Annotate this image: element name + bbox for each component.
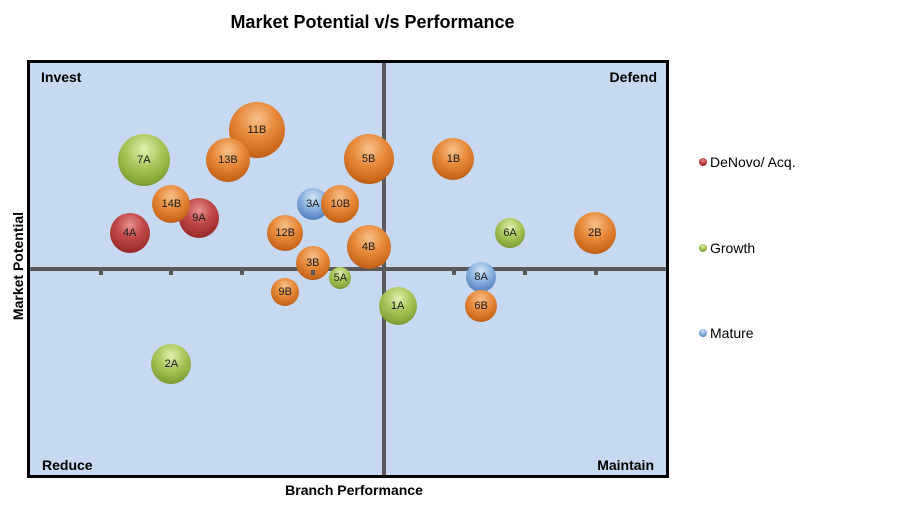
legend-label: Growth	[710, 240, 756, 256]
x-axis-tick	[310, 270, 315, 275]
x-axis-tick	[522, 270, 527, 275]
horizontal-axis-line	[30, 267, 666, 271]
bubble-label: 5B	[361, 153, 376, 166]
bubble-14b[interactable]: 14B	[152, 184, 191, 223]
bubble-label: 3B	[306, 257, 320, 270]
legend-item-growth: Growth	[699, 240, 755, 256]
bubble-12b[interactable]: 12B	[267, 214, 304, 251]
bubble-label: 1B	[446, 153, 461, 166]
legend-item-mature: Mature	[699, 325, 754, 341]
bubble-label: 5A	[333, 272, 348, 285]
legend-marker-icon	[699, 329, 707, 337]
bubble-8a[interactable]: 8A	[466, 261, 497, 292]
bubble-label: 13B	[218, 154, 238, 167]
bubble-label: 14B	[161, 197, 182, 210]
bubble-label: 10B	[330, 197, 351, 210]
x-axis-tick	[593, 270, 598, 275]
bubble-2b[interactable]: 2B	[573, 211, 616, 254]
quadrant-label-defend: Defend	[609, 69, 657, 85]
chart-title: Market Potential v/s Performance	[230, 12, 515, 32]
plot-area: Invest Defend Reduce Maintain 4A 9A 7A 6A 5A…	[27, 60, 669, 478]
bubble-label: 9B	[278, 285, 292, 298]
bubble-label: 3A	[306, 197, 320, 210]
bubble-4b[interactable]: 4B	[346, 225, 391, 270]
bubble-label: 11B	[247, 123, 267, 136]
bubble-label: 2A	[164, 358, 179, 371]
bubble-4a[interactable]: 4A	[109, 212, 150, 253]
bubble-label: 4A	[122, 226, 137, 239]
x-axis-label-text: Branch Performance	[285, 482, 423, 498]
y-axis-label: Market Potential	[10, 211, 26, 321]
legend-marker-icon	[699, 244, 707, 252]
bubble-13b[interactable]: 13B	[205, 138, 250, 183]
bubble-1a[interactable]: 1A	[378, 286, 417, 325]
bubble-6b[interactable]: 6B	[465, 289, 498, 322]
bubble-3b[interactable]: 3B	[295, 246, 330, 281]
bubble-label: 9A	[192, 212, 206, 225]
bubble-label: 6B	[474, 299, 488, 312]
bubble-2a[interactable]: 2A	[151, 344, 192, 385]
quadrant-label-invest: Invest	[41, 69, 82, 85]
x-axis-tick	[452, 270, 457, 275]
bubble-label: 2B	[588, 226, 602, 239]
bubble-9b[interactable]: 9B	[271, 277, 300, 306]
legend-label: Mature	[710, 325, 754, 341]
bubble-10b[interactable]: 10B	[321, 184, 360, 223]
quadrant-label-reduce: Reduce	[42, 457, 93, 473]
quadrant-label-maintain: Maintain	[597, 457, 654, 473]
x-axis-tick	[98, 270, 103, 275]
legend-item-denovo: DeNovo/ Acq.	[699, 154, 796, 170]
legend-marker-icon	[699, 158, 707, 166]
bubble-5b[interactable]: 5B	[343, 134, 394, 185]
bubble-1b[interactable]: 1B	[432, 138, 475, 181]
bubble-label: 4B	[361, 241, 376, 254]
legend-label: DeNovo/ Acq.	[710, 154, 796, 170]
bubble-7a[interactable]: 7A	[117, 134, 170, 187]
x-axis-tick	[169, 270, 174, 275]
x-axis-tick	[240, 270, 245, 275]
bubble-label: 1A	[390, 299, 405, 312]
bubble-label: 12B	[275, 226, 295, 239]
vertical-axis-line	[381, 63, 386, 475]
bubble-5a[interactable]: 5A	[329, 267, 352, 290]
bubble-6a[interactable]: 6A	[495, 217, 526, 248]
bubble-label: 7A	[137, 154, 151, 167]
bubble-label: 8A	[474, 270, 488, 283]
bubble-label: 6A	[503, 226, 517, 239]
